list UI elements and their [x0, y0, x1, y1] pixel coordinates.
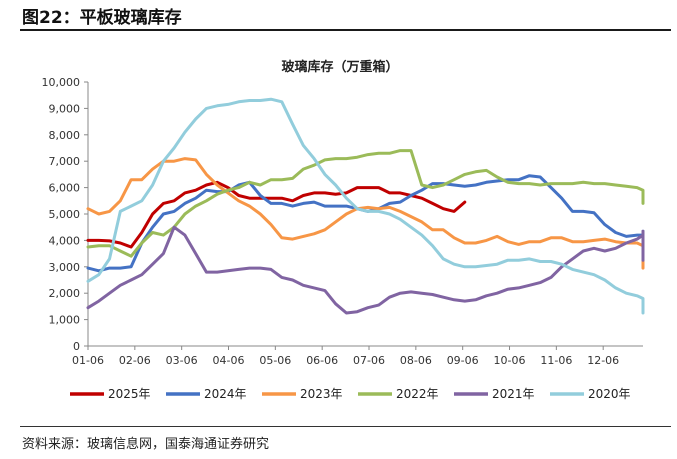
x-tick-label: 12-06 [587, 354, 619, 367]
y-tick-label: 5,000 [49, 208, 81, 221]
legend-label: 2022年 [396, 387, 439, 401]
x-tick-label: 03-06 [166, 354, 198, 367]
legend: 2025年 2024年 2023年 2022年 2021年 2020年 [70, 387, 631, 401]
legend-label: 2023年 [300, 387, 343, 401]
series-line-2025年 [86, 180, 467, 249]
chart-title: 玻璃库存（万重箱） [281, 59, 398, 75]
figure-header: 图22：平板玻璃库存 [0, 0, 677, 31]
plot-area: 0 1,000 2,000 3,000 4,000 5,000 6,000 7,000 8,00… [42, 76, 645, 367]
series-line-2022年 [86, 149, 645, 258]
x-tick-label: 10-06 [494, 354, 526, 367]
legend-label: 2021年 [492, 387, 535, 401]
x-tick-label: 06-06 [306, 354, 338, 367]
header-rule [20, 29, 671, 31]
series-line-2024年 [86, 174, 645, 273]
y-tick-label: 0 [73, 340, 80, 353]
x-tick-label: 08-06 [400, 354, 432, 367]
y-tick-label: 2,000 [49, 287, 81, 300]
legend-label: 2020年 [588, 387, 631, 401]
y-tick-label: 4,000 [49, 234, 81, 247]
x-tick-label: 05-06 [259, 354, 291, 367]
x-tick-label: 04-06 [213, 354, 245, 367]
x-tick-label: 09-06 [447, 354, 479, 367]
x-tick-label: 11-06 [540, 354, 572, 367]
y-tick-label: 10,000 [42, 76, 81, 89]
y-tick-label: 1,000 [49, 314, 81, 327]
source-note: 资料来源：玻璃信息网，国泰海通证券研究 [22, 437, 270, 452]
line-chart: 玻璃库存（万重箱） 0 1,000 2,000 3,000 4,000 5,000 6,00… [42, 59, 645, 401]
x-tick-label: 02-06 [119, 354, 151, 367]
legend-label: 2025年 [108, 387, 151, 401]
series-line-2020年 [86, 97, 645, 315]
x-tick-label: 07-06 [353, 354, 385, 367]
y-tick-label: 6,000 [49, 182, 81, 195]
series-line-2021年 [86, 225, 645, 315]
footer-rule [20, 426, 671, 427]
y-tick-label: 8,000 [49, 129, 81, 142]
y-tick-label: 3,000 [49, 261, 81, 274]
legend-label: 2024年 [204, 387, 247, 401]
x-tick-label: 01-06 [72, 354, 104, 367]
y-tick-label: 7,000 [49, 155, 81, 168]
y-tick-label: 9,000 [49, 102, 81, 115]
figure-title: 图22：平板玻璃库存 [22, 8, 182, 28]
